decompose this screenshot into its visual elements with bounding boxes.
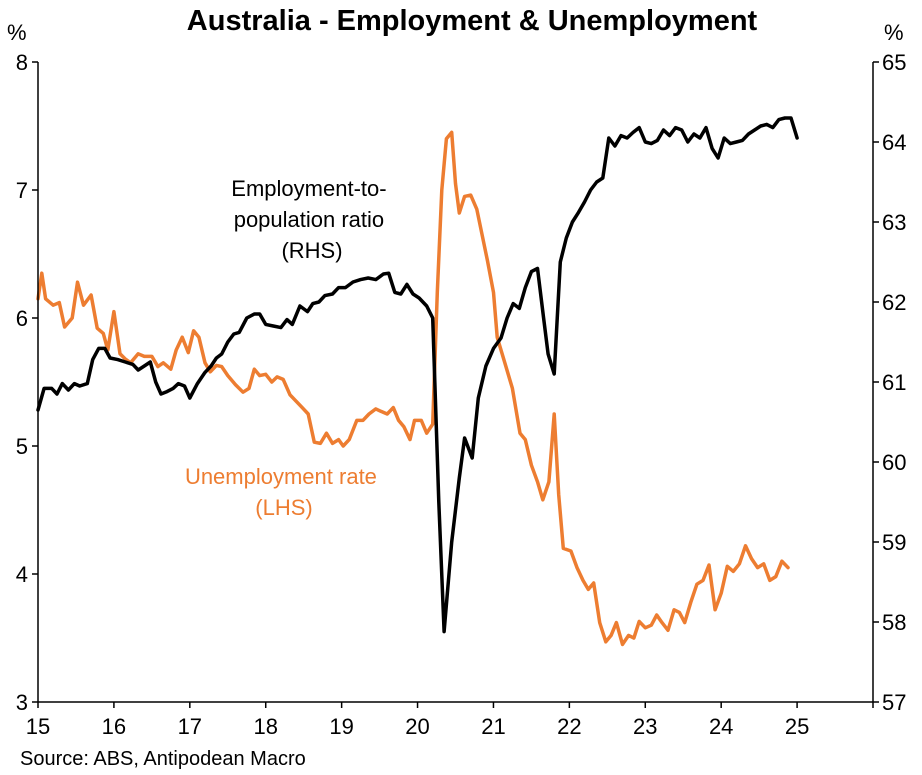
x-tick-label: 25 bbox=[785, 714, 809, 739]
source-note: Source: ABS, Antipodean Macro bbox=[20, 748, 306, 770]
unemployment-annotation-line-1: Unemployment rate bbox=[185, 464, 377, 489]
x-tick-label: 17 bbox=[178, 714, 202, 739]
unemployment-annotation: Unemployment rate (LHS) bbox=[185, 464, 383, 520]
right-tick-label: 62 bbox=[882, 290, 906, 315]
chart-title: Australia - Employment & Unemployment bbox=[187, 5, 758, 37]
right-tick-label: 63 bbox=[882, 210, 906, 235]
axis-layer: 3 4 5 6 7 8 57 58 59 60 61 62 63 64 65 15 16 17 18 19 20 21 22… bbox=[16, 50, 907, 739]
left-tick-label: 3 bbox=[16, 690, 28, 715]
right-tick-label: 64 bbox=[882, 130, 906, 155]
employment-annotation-line-2: population ratio bbox=[234, 207, 384, 232]
right-tick-label: 58 bbox=[882, 610, 906, 635]
right-tick-label: 61 bbox=[882, 370, 906, 395]
x-tick-label: 15 bbox=[26, 714, 50, 739]
employment-ratio-line bbox=[36, 116, 799, 634]
right-tick-label: 65 bbox=[882, 50, 906, 75]
x-tick-label: 16 bbox=[102, 714, 126, 739]
x-tick-label: 19 bbox=[329, 714, 353, 739]
x-tick-label: 18 bbox=[253, 714, 277, 739]
unemployment-rate-line bbox=[36, 130, 790, 647]
unemployment-annotation-line-2: (LHS) bbox=[255, 495, 312, 520]
right-tick-label: 59 bbox=[882, 530, 906, 555]
x-tick-label: 20 bbox=[405, 714, 429, 739]
left-tick-label: 6 bbox=[16, 306, 28, 331]
right-tick-label: 57 bbox=[882, 690, 906, 715]
employment-annotation-line-3: (RHS) bbox=[281, 238, 342, 263]
right-tick-label: 60 bbox=[882, 450, 906, 475]
left-axis-unit: % bbox=[7, 20, 27, 45]
x-tick-label: 23 bbox=[633, 714, 657, 739]
x-tick-label: 22 bbox=[557, 714, 581, 739]
left-tick-label: 7 bbox=[16, 178, 28, 203]
left-tick-label: 5 bbox=[16, 434, 28, 459]
left-tick-label: 4 bbox=[16, 562, 28, 587]
series-layer bbox=[36, 116, 799, 647]
employment-annotation: Employment-to- population ratio (RHS) bbox=[231, 176, 392, 263]
right-axis-unit: % bbox=[884, 20, 904, 45]
x-tick-label: 21 bbox=[481, 714, 505, 739]
x-tick-label: 24 bbox=[709, 714, 733, 739]
left-tick-label: 8 bbox=[16, 50, 28, 75]
employment-annotation-line-1: Employment-to- bbox=[231, 176, 386, 201]
